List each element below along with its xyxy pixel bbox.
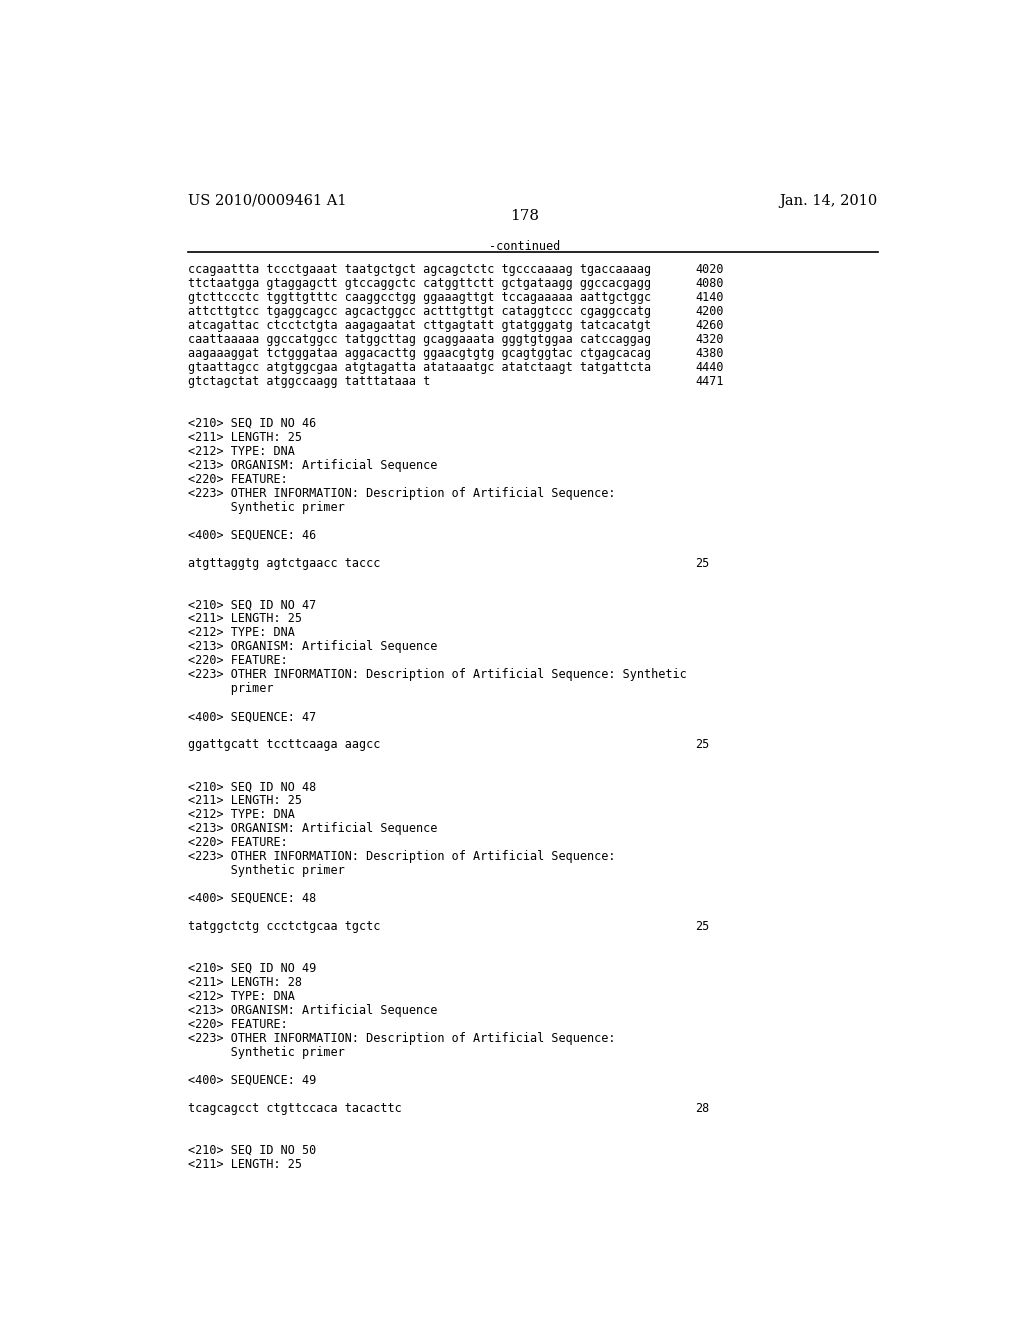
Text: <223> OTHER INFORMATION: Description of Artificial Sequence:: <223> OTHER INFORMATION: Description of …: [187, 487, 615, 500]
Text: ttctaatgga gtaggagctt gtccaggctc catggttctt gctgataagg ggccacgagg: ttctaatgga gtaggagctt gtccaggctc catggtt…: [187, 277, 650, 290]
Text: 4140: 4140: [695, 290, 724, 304]
Text: <211> LENGTH: 25: <211> LENGTH: 25: [187, 795, 301, 807]
Text: tcagcagcct ctgttccaca tacacttc: tcagcagcct ctgttccaca tacacttc: [187, 1102, 401, 1114]
Text: 4320: 4320: [695, 333, 724, 346]
Text: <220> FEATURE:: <220> FEATURE:: [187, 836, 288, 849]
Text: attcttgtcc tgaggcagcc agcactggcc actttgttgt cataggtccc cgaggccatg: attcttgtcc tgaggcagcc agcactggcc actttgt…: [187, 305, 650, 318]
Text: 25: 25: [695, 920, 710, 933]
Text: <213> ORGANISM: Artificial Sequence: <213> ORGANISM: Artificial Sequence: [187, 1003, 437, 1016]
Text: Synthetic primer: Synthetic primer: [187, 1045, 344, 1059]
Text: <210> SEQ ID NO 49: <210> SEQ ID NO 49: [187, 962, 315, 975]
Text: tatggctctg ccctctgcaa tgctc: tatggctctg ccctctgcaa tgctc: [187, 920, 380, 933]
Text: <210> SEQ ID NO 50: <210> SEQ ID NO 50: [187, 1143, 315, 1156]
Text: -continued: -continued: [489, 240, 560, 252]
Text: Jan. 14, 2010: Jan. 14, 2010: [779, 194, 878, 209]
Text: <223> OTHER INFORMATION: Description of Artificial Sequence: Synthetic: <223> OTHER INFORMATION: Description of …: [187, 668, 686, 681]
Text: <220> FEATURE:: <220> FEATURE:: [187, 1018, 288, 1031]
Text: 178: 178: [510, 210, 540, 223]
Text: <400> SEQUENCE: 48: <400> SEQUENCE: 48: [187, 892, 315, 906]
Text: atcagattac ctcctctgta aagagaatat cttgagtatt gtatgggatg tatcacatgt: atcagattac ctcctctgta aagagaatat cttgagt…: [187, 319, 650, 333]
Text: 4471: 4471: [695, 375, 724, 388]
Text: primer: primer: [187, 682, 273, 696]
Text: <210> SEQ ID NO 48: <210> SEQ ID NO 48: [187, 780, 315, 793]
Text: 4380: 4380: [695, 347, 724, 360]
Text: caattaaaaa ggccatggcc tatggcttag gcaggaaata gggtgtggaa catccaggag: caattaaaaa ggccatggcc tatggcttag gcaggaa…: [187, 333, 650, 346]
Text: <400> SEQUENCE: 49: <400> SEQUENCE: 49: [187, 1073, 315, 1086]
Text: <211> LENGTH: 28: <211> LENGTH: 28: [187, 975, 301, 989]
Text: 4440: 4440: [695, 360, 724, 374]
Text: <211> LENGTH: 25: <211> LENGTH: 25: [187, 1158, 301, 1171]
Text: <212> TYPE: DNA: <212> TYPE: DNA: [187, 808, 294, 821]
Text: atgttaggtg agtctgaacc taccc: atgttaggtg agtctgaacc taccc: [187, 557, 380, 569]
Text: 25: 25: [695, 738, 710, 751]
Text: ggattgcatt tccttcaaga aagcc: ggattgcatt tccttcaaga aagcc: [187, 738, 380, 751]
Text: Synthetic primer: Synthetic primer: [187, 865, 344, 876]
Text: <213> ORGANISM: Artificial Sequence: <213> ORGANISM: Artificial Sequence: [187, 459, 437, 471]
Text: <210> SEQ ID NO 47: <210> SEQ ID NO 47: [187, 598, 315, 611]
Text: 4080: 4080: [695, 277, 724, 290]
Text: ccagaattta tccctgaaat taatgctgct agcagctctc tgcccaaaag tgaccaaaag: ccagaattta tccctgaaat taatgctgct agcagct…: [187, 263, 650, 276]
Text: <220> FEATURE:: <220> FEATURE:: [187, 473, 288, 486]
Text: <213> ORGANISM: Artificial Sequence: <213> ORGANISM: Artificial Sequence: [187, 640, 437, 653]
Text: <223> OTHER INFORMATION: Description of Artificial Sequence:: <223> OTHER INFORMATION: Description of …: [187, 850, 615, 863]
Text: 28: 28: [695, 1102, 710, 1114]
Text: US 2010/0009461 A1: US 2010/0009461 A1: [187, 194, 346, 209]
Text: <212> TYPE: DNA: <212> TYPE: DNA: [187, 445, 294, 458]
Text: <220> FEATURE:: <220> FEATURE:: [187, 655, 288, 668]
Text: gtcttccctc tggttgtttc caaggcctgg ggaaagttgt tccagaaaaa aattgctggc: gtcttccctc tggttgtttc caaggcctgg ggaaagt…: [187, 290, 650, 304]
Text: <400> SEQUENCE: 47: <400> SEQUENCE: 47: [187, 710, 315, 723]
Text: 25: 25: [695, 557, 710, 569]
Text: <212> TYPE: DNA: <212> TYPE: DNA: [187, 627, 294, 639]
Text: <212> TYPE: DNA: <212> TYPE: DNA: [187, 990, 294, 1003]
Text: <211> LENGTH: 25: <211> LENGTH: 25: [187, 430, 301, 444]
Text: <223> OTHER INFORMATION: Description of Artificial Sequence:: <223> OTHER INFORMATION: Description of …: [187, 1032, 615, 1044]
Text: <400> SEQUENCE: 46: <400> SEQUENCE: 46: [187, 528, 315, 541]
Text: 4200: 4200: [695, 305, 724, 318]
Text: Synthetic primer: Synthetic primer: [187, 500, 344, 513]
Text: aagaaaggat tctgggataa aggacacttg ggaacgtgtg gcagtggtac ctgagcacag: aagaaaggat tctgggataa aggacacttg ggaacgt…: [187, 347, 650, 360]
Text: gtctagctat atggccaagg tatttataaa t: gtctagctat atggccaagg tatttataaa t: [187, 375, 430, 388]
Text: 4020: 4020: [695, 263, 724, 276]
Text: <210> SEQ ID NO 46: <210> SEQ ID NO 46: [187, 417, 315, 430]
Text: <211> LENGTH: 25: <211> LENGTH: 25: [187, 612, 301, 626]
Text: gtaattagcc atgtggcgaa atgtagatta atataaatgc atatctaagt tatgattcta: gtaattagcc atgtggcgaa atgtagatta atataaa…: [187, 360, 650, 374]
Text: 4260: 4260: [695, 319, 724, 333]
Text: <213> ORGANISM: Artificial Sequence: <213> ORGANISM: Artificial Sequence: [187, 822, 437, 836]
